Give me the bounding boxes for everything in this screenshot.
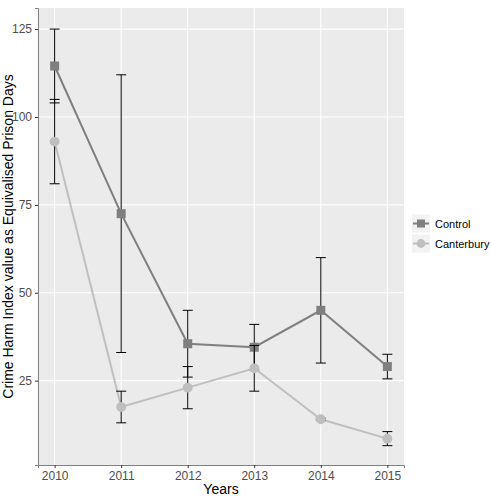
- tick-label: 2015: [375, 469, 402, 483]
- point: [383, 362, 392, 371]
- error-cap: [382, 445, 392, 446]
- error-cap: [382, 378, 392, 379]
- error-cap: [382, 431, 392, 432]
- tick-label: 25: [19, 374, 33, 388]
- y-axis-title: Crime Harm Index value as Equivalised Pr…: [0, 74, 16, 398]
- tick: 25: [19, 374, 38, 388]
- error-cap: [382, 354, 392, 355]
- legend-item: Control: [412, 215, 470, 233]
- legend-item: Canterbury: [412, 235, 490, 253]
- point: [183, 339, 192, 348]
- error-cap: [249, 391, 259, 392]
- point: [116, 402, 126, 412]
- error-cap: [116, 422, 126, 423]
- legend-label: Canterbury: [435, 238, 490, 250]
- error-cap: [50, 29, 60, 30]
- tick: 50: [19, 286, 38, 300]
- tick: 75: [19, 198, 38, 212]
- x-axis: 2010 2011 2012 2013 2014 2015: [39, 465, 405, 483]
- error-cap: [249, 345, 259, 346]
- error-bar: [116, 75, 126, 353]
- tick: 125: [12, 22, 38, 36]
- legend-key-background: [412, 215, 430, 233]
- error-cap: [183, 408, 193, 409]
- chart: 201020112012201320142015255075100125Year…: [0, 0, 491, 500]
- point: [316, 306, 325, 315]
- grid-line: [38, 116, 404, 117]
- point: [50, 62, 59, 71]
- tick-mark: [35, 293, 38, 294]
- point: [117, 209, 126, 218]
- error-bar: [183, 367, 193, 409]
- legend-key-marker: [417, 239, 426, 248]
- tick-label: 2013: [241, 469, 268, 483]
- grid-line: [38, 380, 404, 381]
- grid-line: [121, 8, 122, 465]
- error-cap: [50, 183, 60, 184]
- error-cap: [249, 324, 259, 325]
- line: [55, 142, 388, 439]
- tick-mark: [35, 381, 38, 382]
- error-bar: [249, 345, 259, 391]
- error-cap: [183, 310, 193, 311]
- grid-line: [38, 204, 404, 205]
- error-cap: [316, 257, 326, 258]
- tick-mark: [35, 29, 38, 30]
- tick: 2014: [308, 465, 335, 483]
- legend-label: Control: [435, 218, 470, 230]
- grid-line: [254, 8, 255, 465]
- error-bar: [382, 432, 392, 446]
- plot: 201020112012201320142015255075100125: [12, 8, 405, 483]
- grid-line: [320, 8, 321, 465]
- grid-line: [387, 8, 388, 465]
- tick: 2011: [109, 465, 135, 483]
- axis-line: [35, 9, 39, 466]
- x-axis-title: Years: [203, 481, 238, 497]
- legend-key-background: [412, 235, 430, 253]
- tick-label: 2011: [109, 469, 135, 483]
- error-cap: [183, 366, 193, 367]
- error-bar: [116, 391, 126, 423]
- line: [55, 66, 388, 367]
- grid-line: [54, 8, 55, 465]
- point: [50, 137, 60, 147]
- tick-mark: [35, 117, 38, 118]
- tick-label: 2012: [175, 469, 202, 483]
- tick: 2010: [42, 465, 69, 483]
- tick: 2015: [375, 465, 402, 483]
- tick: 2012: [175, 465, 202, 483]
- error-cap: [116, 74, 126, 75]
- error-cap: [316, 363, 326, 364]
- point: [316, 414, 326, 424]
- legend-key-marker: [417, 220, 425, 228]
- tick-label: 125: [12, 22, 32, 36]
- tick-label: 2014: [308, 469, 335, 483]
- tick-label: 2010: [42, 469, 69, 483]
- error-bar: [50, 99, 60, 183]
- error-cap: [116, 391, 126, 392]
- marks: [50, 29, 393, 446]
- error-bar: [316, 258, 326, 363]
- series: [50, 99, 393, 445]
- legend: Control Canterbury: [412, 215, 490, 253]
- point: [249, 363, 259, 373]
- grid-line: [38, 29, 404, 30]
- error-bar: [382, 354, 392, 379]
- tick: 2013: [241, 465, 268, 483]
- tick-mark: [35, 205, 38, 206]
- tick-label: 75: [19, 198, 33, 212]
- error-cap: [50, 99, 60, 100]
- grid-line: [187, 8, 188, 465]
- error-bar: [50, 29, 60, 103]
- error-cap: [116, 352, 126, 353]
- point: [183, 383, 193, 393]
- axis-line: [39, 466, 405, 469]
- tick-label: 50: [19, 286, 33, 300]
- panel-background: [38, 8, 404, 465]
- grid: [38, 8, 404, 465]
- point: [382, 434, 392, 444]
